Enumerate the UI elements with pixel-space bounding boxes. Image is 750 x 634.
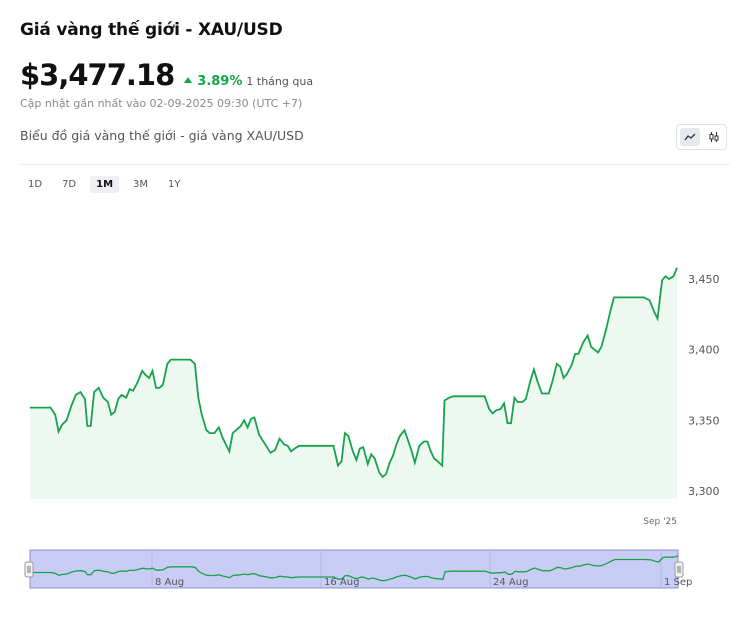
candlestick-icon [709,132,719,142]
price-chart[interactable]: 3,300 3,350 3,400 3,450 Sep '25 [0,190,750,535]
page-title: Giá vàng thế giới - XAU/USD [20,20,283,40]
navigator-right-handle[interactable] [674,561,684,578]
range-7d[interactable]: 7D [62,179,77,190]
navigator-line [30,555,679,582]
y-tick-label: 3,450 [688,273,720,286]
price-row: $3,477.18 3.89% 1 tháng qua [20,58,313,92]
current-price: $3,477.18 [20,58,175,92]
navigator-date-label: 8 Aug [155,577,184,588]
line-chart-button[interactable] [680,128,700,146]
range-1m[interactable]: 1M [90,176,120,193]
divider [20,164,730,165]
navigator-left-handle[interactable] [24,561,34,578]
candlestick-chart-button[interactable] [704,128,724,146]
price-line [30,267,678,479]
price-area [30,267,677,499]
chart-type-toggle [676,124,727,150]
navigator-date-label: 16 Aug [324,577,359,588]
change-period: 1 tháng qua [246,75,314,88]
y-tick-label: 3,300 [688,485,720,498]
y-tick-label: 3,400 [688,344,720,357]
navigator-date-label: 24 Aug [493,577,528,588]
range-1y[interactable]: 1Y [168,179,181,190]
range-1d[interactable]: 1D [28,179,43,190]
navigator-date-label: 1 Sep [664,577,692,588]
last-updated: Cập nhật gần nhất vào 02-09-2025 09:30 (… [20,97,303,110]
up-arrow-icon [184,77,193,83]
range-3m[interactable]: 3M [133,179,149,190]
change-percent: 3.89% [197,74,243,89]
y-tick-label: 3,350 [688,414,720,427]
range-navigator[interactable]: 8 Aug 16 Aug 24 Aug 1 Sep [0,540,750,600]
x-axis-label: Sep '25 [643,517,677,527]
range-selector: 1D 7D 1M 3M 1Y [22,176,195,193]
line-chart-icon [684,133,696,141]
chart-title: Biểu đồ giá vàng thế giới - giá vàng XAU… [20,128,304,143]
